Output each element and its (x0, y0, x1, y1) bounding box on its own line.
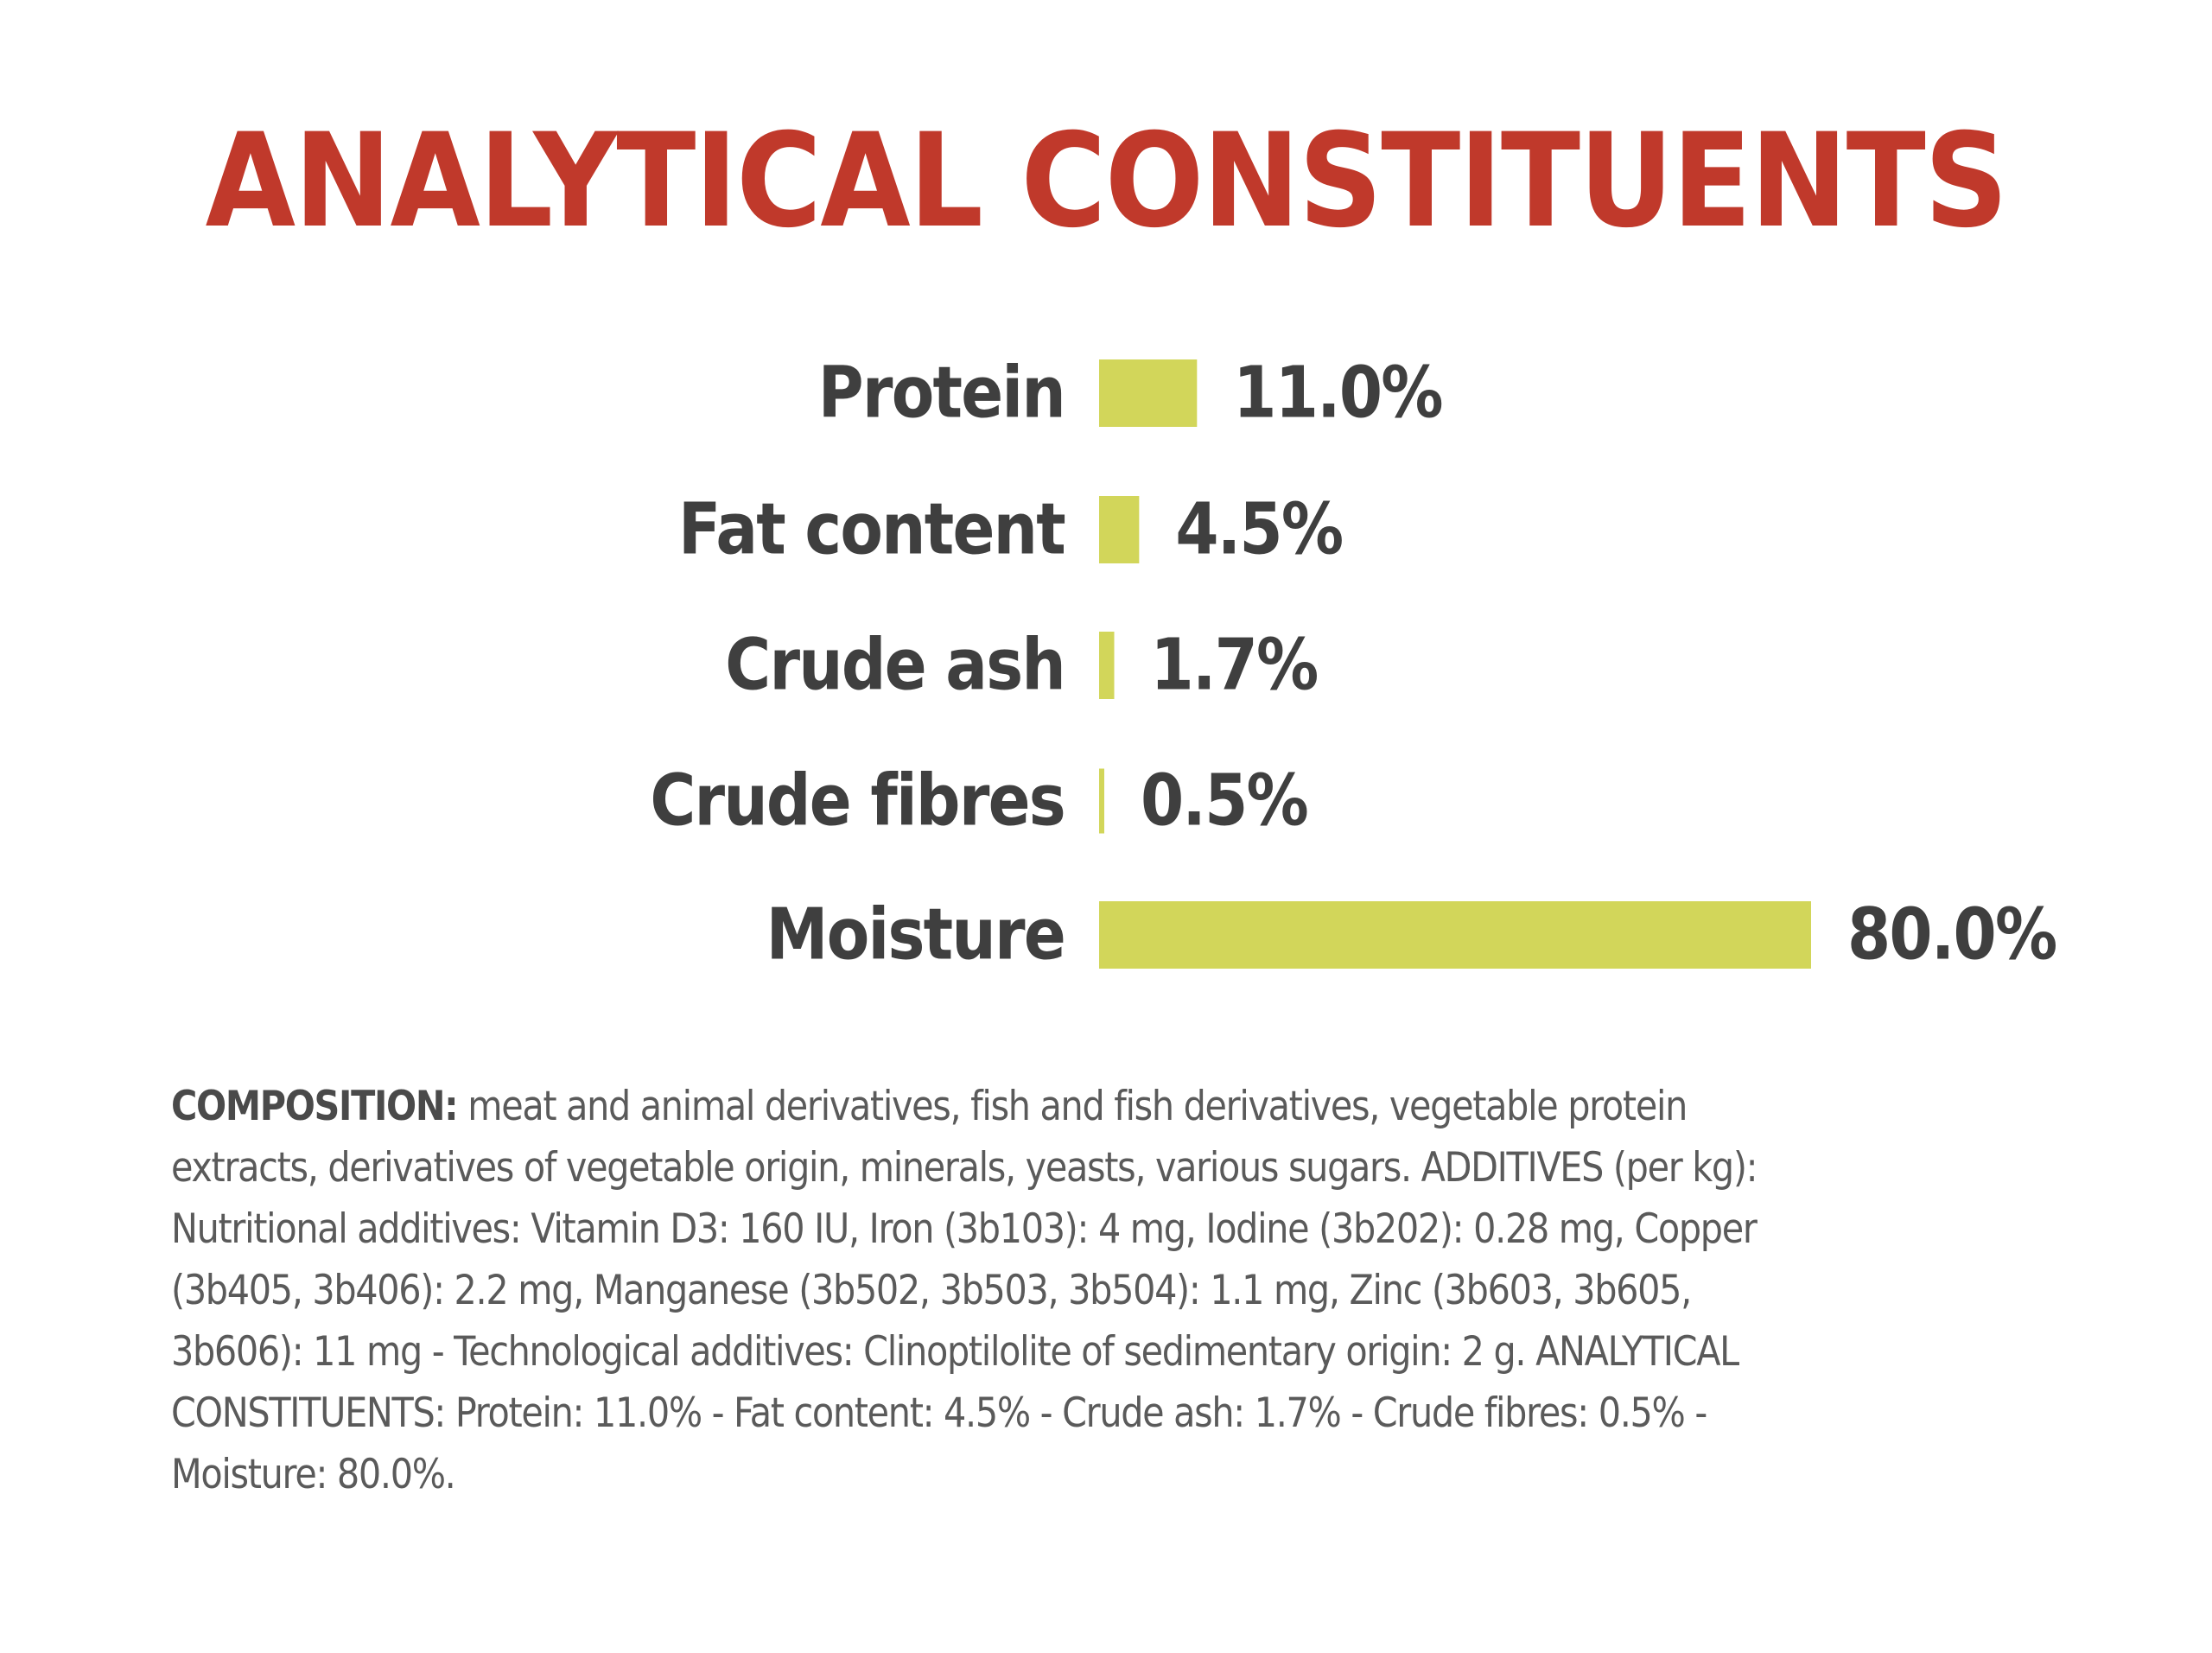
bar-chart: Protein 11.0% Fat content 4.5% Crude ash 1.7%… (650, 352, 2057, 976)
value-label-moisture: 80.0% (1847, 893, 2056, 976)
chart-title: ANALYTICAL CONSTITUENTS (205, 106, 2009, 257)
value-label-fat-content: 4.5% (1175, 488, 1342, 571)
category-label-moisture: Moisture (766, 893, 1065, 976)
bar-crude-fibres (1099, 768, 1104, 834)
value-label-crude-fibres: 0.5% (1141, 760, 1307, 842)
bar-protein (1099, 359, 1198, 427)
composition-body: meat and animal derivatives, fish and fi… (171, 1083, 1758, 1498)
composition-text: COMPOSITION: meat and animal derivatives… (171, 1076, 1783, 1505)
category-label-crude-ash: Crude ash (725, 624, 1065, 707)
bar-crude-ash (1099, 632, 1115, 699)
bar-fat-content (1099, 496, 1140, 563)
category-label-protein: Protein (818, 352, 1065, 435)
composition-label: COMPOSITION: (171, 1083, 459, 1130)
value-label-protein: 11.0% (1233, 352, 1441, 435)
value-label-crude-ash: 1.7% (1151, 624, 1318, 707)
category-label-fat-content: Fat content (678, 488, 1065, 571)
bar-moisture (1099, 901, 1811, 969)
category-label-crude-fibres: Crude fibres (650, 760, 1065, 842)
